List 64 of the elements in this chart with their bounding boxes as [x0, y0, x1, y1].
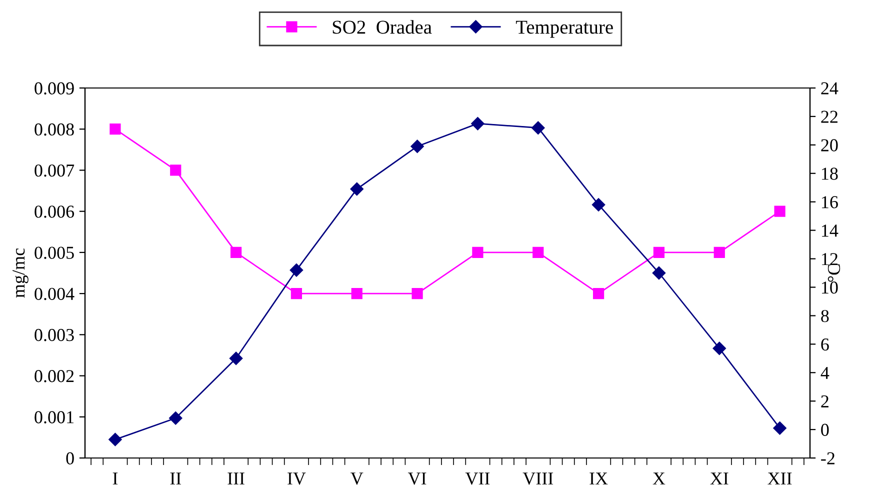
x-tick-label: IX [590, 472, 608, 484]
point [110, 124, 121, 135]
point [290, 264, 304, 277]
point [472, 246, 484, 258]
point [108, 432, 122, 446]
y2-tick-label: 22 [821, 110, 838, 123]
point [169, 412, 182, 425]
y2-tick-label: 16 [822, 196, 838, 208]
y2-tick-label: -2 [821, 452, 834, 464]
x-tick-label: II [170, 472, 182, 484]
point [230, 246, 242, 258]
point [290, 288, 302, 300]
y-tick-label: 0.002 [34, 370, 74, 382]
y2-tick-label: 18 [822, 168, 838, 180]
y2-tick-label: 2 [821, 395, 828, 408]
y-tick-label: 0 [66, 452, 74, 464]
x-tick-label: VII [465, 472, 490, 485]
x-tick-label: X [652, 472, 666, 484]
point [350, 182, 364, 196]
point [532, 121, 545, 134]
y-tick-label: 0.008 [34, 123, 74, 136]
point [712, 342, 726, 356]
point [592, 198, 606, 212]
x-tick-label: V [350, 472, 364, 485]
y2-tick-label: 0 [821, 424, 829, 436]
point [652, 266, 666, 280]
legend-label: SO2 Oradea [332, 20, 432, 34]
point [774, 206, 786, 217]
x-tick-label: IV [288, 472, 306, 485]
point [532, 246, 544, 258]
y-axis-title: mg/mc [12, 248, 28, 298]
y2-axis-title: °C [828, 264, 840, 282]
legend-label: Temperature [516, 20, 613, 38]
x-tick-label: VIII [522, 472, 554, 485]
point [170, 164, 182, 176]
point [714, 246, 725, 258]
point [229, 352, 243, 365]
y2-tick-label: 10 [822, 281, 838, 294]
y-tick-label: 0.005 [34, 246, 74, 259]
x-tick-label: VI [408, 472, 426, 485]
y2-tick-label: 14 [822, 224, 838, 237]
point [471, 116, 484, 130]
point [351, 288, 362, 300]
point [412, 288, 423, 300]
y2-tick-label: 4 [820, 366, 830, 379]
y-tick-label: 0.006 [34, 206, 74, 218]
point [773, 422, 786, 435]
y2-tick-label: 6 [821, 338, 829, 351]
y-tick-label: 0.007 [34, 164, 74, 177]
y2-tick-label: 12 [822, 253, 838, 266]
x-tick-label: III [228, 472, 244, 484]
y-tick-label: 0.003 [34, 328, 74, 342]
x-tick-label: XII [768, 472, 792, 484]
y2-tick-label: 24 [821, 82, 838, 94]
point [592, 288, 604, 300]
y2-tick-label: 20 [821, 139, 838, 152]
point [653, 246, 665, 258]
point [410, 140, 424, 153]
x-tick-label: I [112, 472, 118, 484]
x-tick-label: XI [710, 472, 728, 484]
y2-tick-label: 8 [821, 310, 829, 322]
y-tick-label: 0.009 [34, 82, 74, 95]
y-tick-label: 0.001 [34, 411, 74, 424]
y-tick-label: 0.004 [34, 288, 74, 300]
